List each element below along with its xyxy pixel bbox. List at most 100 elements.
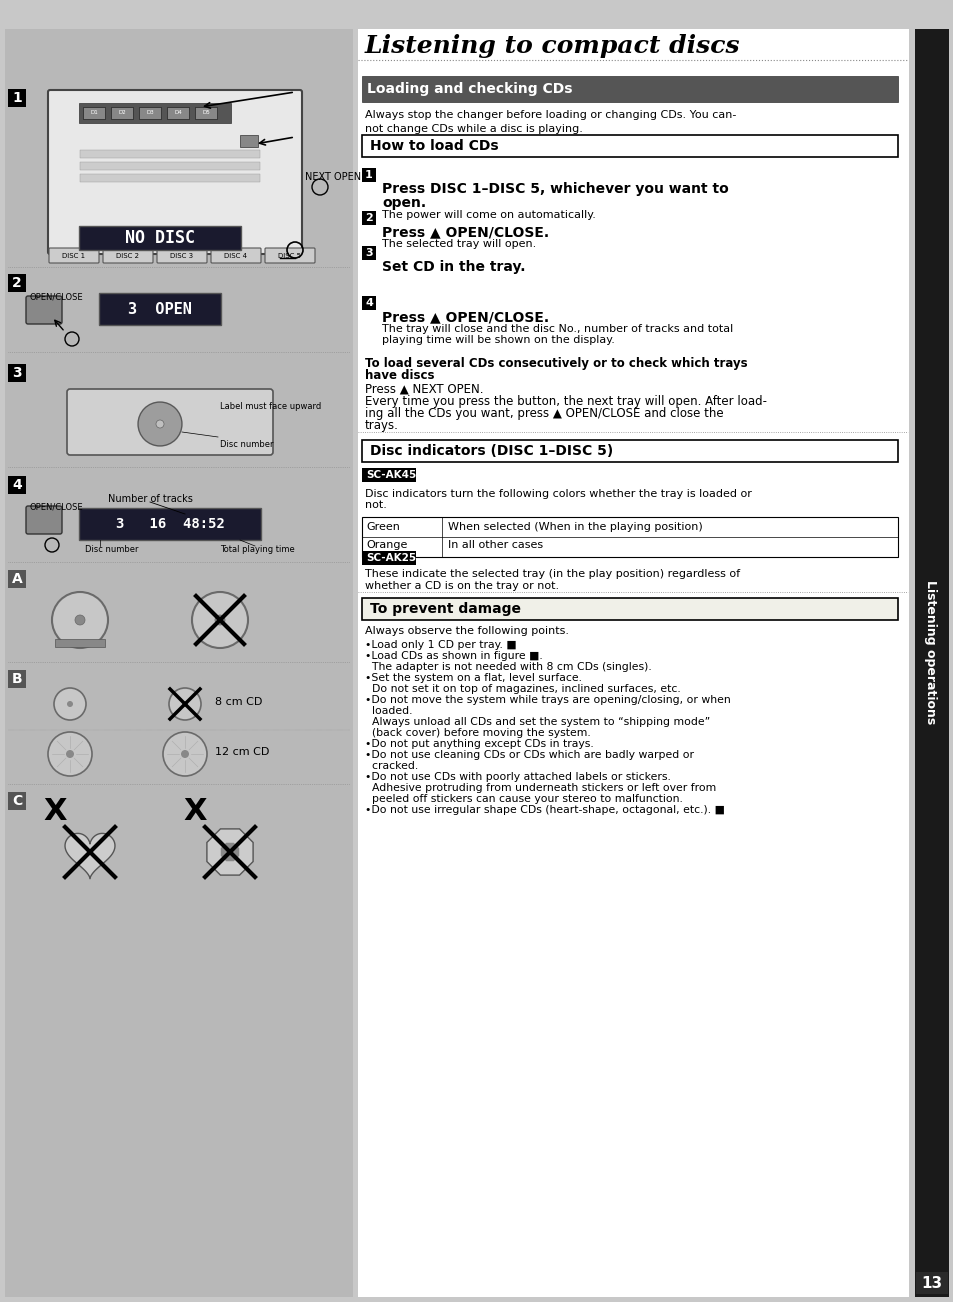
Point (246, 1039, 261, 1060)
Point (29, 1150, 44, 1170)
Point (83, 970, 98, 991)
FancyBboxPatch shape (194, 107, 216, 118)
Polygon shape (207, 829, 253, 875)
Text: B: B (11, 672, 22, 686)
Point (291, 984, 306, 1005)
Text: DISC 2: DISC 2 (116, 253, 139, 259)
Text: Every time you press the button, the next tray will open. After load-: Every time you press the button, the nex… (365, 395, 766, 408)
Circle shape (48, 732, 91, 776)
Text: peeled off stickers can cause your stereo to malfunction.: peeled off stickers can cause your stere… (365, 794, 682, 805)
Text: 13: 13 (921, 1276, 942, 1290)
FancyBboxPatch shape (361, 440, 897, 462)
Text: 3   16  48:52: 3 16 48:52 (115, 517, 224, 531)
Point (78, 950, 93, 971)
Polygon shape (65, 833, 115, 879)
Point (14, 983, 30, 1004)
Point (59, 1038, 74, 1059)
Text: The power will come on automatically.: The power will come on automatically. (381, 210, 596, 220)
FancyBboxPatch shape (79, 103, 231, 122)
FancyBboxPatch shape (361, 246, 375, 260)
Text: D2: D2 (118, 111, 126, 116)
FancyBboxPatch shape (111, 107, 132, 118)
Point (83, 891, 98, 911)
Point (43, 825, 58, 846)
Point (132, 983, 148, 1004)
Point (306, 1038, 321, 1059)
Point (191, 1107, 206, 1128)
Point (303, 1074, 318, 1095)
Text: •Do not use CDs with poorly attached labels or stickers.: •Do not use CDs with poorly attached lab… (365, 772, 670, 783)
Point (124, 1052, 139, 1073)
Point (202, 1199, 217, 1220)
Point (107, 1001, 122, 1022)
Text: Press ▲ OPEN/CLOSE.: Press ▲ OPEN/CLOSE. (381, 225, 549, 240)
Point (32, 825, 48, 846)
Point (54, 987, 70, 1008)
Point (184, 922, 199, 943)
Point (168, 819, 183, 840)
Text: 4: 4 (365, 298, 373, 309)
Point (166, 1203, 181, 1224)
Point (87, 1052, 102, 1073)
Point (104, 1146, 119, 1167)
Point (172, 973, 188, 993)
Point (14, 838, 30, 859)
Text: Label must face upward: Label must face upward (220, 402, 321, 411)
Point (122, 1030, 137, 1051)
Text: 12 cm CD: 12 cm CD (214, 747, 269, 756)
Point (276, 1013, 292, 1034)
Point (188, 1195, 203, 1216)
Point (145, 923, 160, 944)
Point (49, 1144, 64, 1165)
Point (116, 1224, 132, 1245)
Point (255, 1125, 271, 1146)
Point (215, 1023, 231, 1044)
Text: DISC 5: DISC 5 (278, 253, 301, 259)
Point (63, 936, 78, 957)
Point (246, 1003, 261, 1023)
Circle shape (182, 700, 188, 707)
Circle shape (156, 421, 164, 428)
Point (312, 976, 327, 997)
Point (35, 1269, 51, 1290)
Circle shape (75, 615, 85, 625)
Point (273, 815, 288, 836)
FancyBboxPatch shape (5, 29, 353, 1297)
FancyBboxPatch shape (8, 365, 26, 381)
Point (43, 1275, 58, 1295)
Text: Disc indicators (DISC 1–DISC 5): Disc indicators (DISC 1–DISC 5) (370, 444, 613, 458)
Point (304, 1101, 319, 1122)
Point (294, 944, 309, 965)
Text: NO DISC: NO DISC (125, 229, 194, 247)
Circle shape (163, 732, 207, 776)
Point (320, 1241, 335, 1262)
Point (126, 1094, 141, 1115)
Point (113, 1099, 129, 1120)
Polygon shape (220, 842, 239, 861)
FancyBboxPatch shape (139, 107, 161, 118)
Point (260, 894, 275, 915)
Point (333, 1139, 348, 1160)
Point (177, 907, 193, 928)
Point (333, 1247, 348, 1268)
Point (245, 866, 260, 887)
Point (142, 1109, 157, 1130)
Point (273, 931, 288, 952)
Point (265, 1163, 280, 1184)
Point (17, 1005, 32, 1026)
Point (24, 1001, 39, 1022)
Point (257, 883, 273, 904)
Point (279, 1213, 294, 1234)
Text: Disc number: Disc number (85, 546, 138, 553)
Text: The adapter is not needed with 8 cm CDs (singles).: The adapter is not needed with 8 cm CDs … (365, 661, 651, 672)
Point (112, 1264, 127, 1285)
Text: D3: D3 (146, 111, 153, 116)
Text: Do not set it on top of magazines, inclined surfaces, etc.: Do not set it on top of magazines, incli… (365, 684, 680, 694)
Text: 1: 1 (365, 171, 373, 180)
Point (99, 1069, 114, 1090)
Point (33, 801, 49, 822)
Point (109, 961, 124, 982)
FancyBboxPatch shape (80, 174, 260, 182)
Point (86, 809, 101, 829)
Text: Adhesive protruding from underneath stickers or left over from: Adhesive protruding from underneath stic… (365, 783, 716, 793)
